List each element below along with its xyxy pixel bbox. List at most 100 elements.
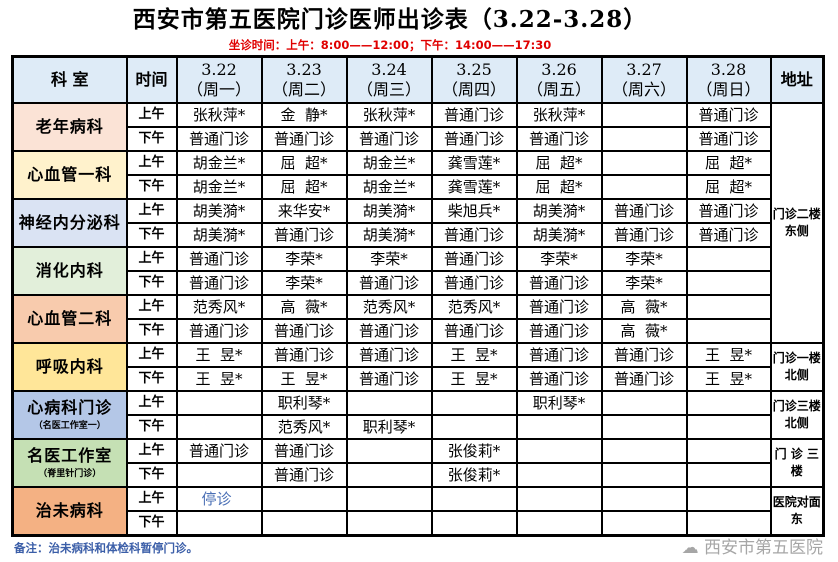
- time-slot: 上午: [125, 342, 178, 368]
- table-row: 下午 普通门诊 李荣* 普通门诊 普通门诊 普通门诊 李荣*: [13, 270, 824, 296]
- department-name: 神经内分泌科: [18, 213, 121, 232]
- doctor-cell: [345, 462, 433, 488]
- doctor-cell: 普通门诊: [260, 462, 348, 488]
- doctor-cell: 职利琴*: [515, 390, 603, 416]
- doctor-cell: 屈 超*: [685, 150, 772, 176]
- doctor-cell: [685, 462, 772, 488]
- table-row: 下午 普通门诊 普通门诊 普通门诊 普通门诊 普通门诊高 薇*: [13, 318, 824, 344]
- doctor-cell: 普通门诊: [345, 318, 433, 344]
- doctor-cell: [685, 294, 772, 320]
- table-row: 心血管二科 上午 范秀风* 高 薇* 范秀风* 范秀风* 普通门诊高 薇*: [11, 294, 824, 344]
- day-weekday: （周日）: [696, 80, 761, 99]
- header-day: 3.26 （周五）: [515, 55, 603, 104]
- address-cell: 门诊二楼东侧: [769, 102, 825, 344]
- day-date: 3.25: [456, 60, 492, 79]
- table-row: 下午王 昱* 王 昱* 普通门诊王 昱* 普通门诊 普通门诊王 昱*: [13, 366, 824, 392]
- table-row: 下午 范秀风* 职利琴*: [13, 414, 824, 440]
- time-slot: 上午: [125, 246, 178, 272]
- doctor-cell: 柴旭兵*: [430, 198, 518, 224]
- doctor-cell: 胡美漪*: [175, 222, 263, 248]
- table-row: 心血管一科 上午 胡金兰* 屈 超* 胡金兰* 龚雪莲* 屈 超* 屈 超*: [11, 150, 824, 200]
- department-cell: 心病科门诊 （名医工作室一）: [11, 390, 128, 440]
- department-subname: （名医工作室一）: [33, 421, 106, 431]
- header-address: 地址: [769, 55, 825, 104]
- doctor-cell: [515, 486, 603, 512]
- address-cell: 门诊三楼北侧: [769, 390, 825, 440]
- doctor-cell: 龚雪莲*: [430, 174, 518, 200]
- doctor-cell: [515, 462, 603, 488]
- table-row: 下午: [13, 510, 824, 537]
- doctor-cell: [600, 174, 688, 200]
- doctor-cell: [515, 414, 603, 440]
- doctor-cell: 普通门诊: [345, 270, 433, 296]
- watermark: ☁ 西安市第五医院: [682, 538, 823, 558]
- header-day: 3.24 （周三）: [345, 55, 433, 104]
- day-weekday: （周三）: [356, 80, 421, 99]
- doctor-cell: 普通门诊: [430, 102, 518, 128]
- doctor-cell: [685, 246, 772, 272]
- doctor-cell: [175, 510, 263, 537]
- doctor-cell: [430, 390, 518, 416]
- clinic-hours: 坐诊时间：上午：8:00——12:00；下午：14:00——17:30: [228, 38, 552, 52]
- doctor-cell: [430, 510, 518, 537]
- day-weekday: （周二）: [271, 80, 336, 99]
- department-name: 治未病科: [35, 501, 104, 520]
- day-weekday: （周一）: [186, 80, 251, 99]
- department-name: 心血管二科: [27, 309, 113, 328]
- time-slot: 上午: [125, 390, 178, 416]
- doctor-cell: 张秋萍*: [175, 102, 263, 128]
- doctor-cell: [515, 510, 603, 537]
- address-cell: 门 诊 三 楼: [769, 438, 825, 488]
- doctor-cell: 普通门诊: [175, 438, 263, 464]
- doctor-cell: [600, 102, 688, 128]
- doctor-cell: 普通门诊: [430, 270, 518, 296]
- department-name: 心病科门诊: [27, 398, 113, 417]
- doctor-cell: [345, 486, 433, 512]
- department-name: 呼吸内科: [35, 357, 104, 376]
- doctor-cell: 王 昱*: [430, 342, 518, 368]
- time-slot: 上午: [125, 486, 178, 512]
- doctor-cell: 普通门诊: [515, 294, 603, 320]
- doctor-cell: 李荣*: [600, 246, 688, 272]
- doctor-cell: 张俊莉*: [430, 462, 518, 488]
- table-row: 下午 胡金兰* 屈 超* 胡金兰* 龚雪莲* 屈 超* 屈 超*: [13, 174, 824, 200]
- doctor-cell: 李荣*: [260, 246, 348, 272]
- doctor-cell: [260, 510, 348, 537]
- doctor-cell: 普通门诊: [600, 366, 688, 392]
- doctor-cell: 张秋萍*: [345, 102, 433, 128]
- time-slot: 下午: [125, 510, 178, 537]
- doctor-cell: 普通门诊: [175, 270, 263, 296]
- doctor-cell: [600, 150, 688, 176]
- doctor-cell: 李荣*: [600, 270, 688, 296]
- doctor-cell: 高 薇*: [600, 318, 688, 344]
- doctor-cell: 屈 超*: [515, 150, 603, 176]
- doctor-cell: [175, 462, 263, 488]
- time-slot: 上午: [125, 102, 178, 128]
- department-cell: 治未病科: [11, 486, 128, 537]
- doctor-cell: 普通门诊: [260, 342, 348, 368]
- doctor-cell: 普通门诊: [515, 318, 603, 344]
- doctor-cell: 李荣*: [515, 246, 603, 272]
- doctor-cell: 龚雪莲*: [430, 150, 518, 176]
- day-date: 3.26: [541, 60, 577, 79]
- department-cell: 老年病科: [11, 102, 128, 152]
- doctor-cell: 王 昱*: [430, 366, 518, 392]
- doctor-cell: 胡金兰*: [345, 174, 433, 200]
- doctor-cell: 普通门诊: [515, 270, 603, 296]
- doctor-cell: 屈 超*: [685, 174, 772, 200]
- schedule-table: 科 室 时间 3.22 （周一） 3.23 （周二） 3.24 （周三） 3.25 （周四） 3…: [11, 55, 825, 537]
- doctor-cell: 普通门诊: [685, 198, 772, 224]
- doctor-cell: 胡金兰*: [175, 150, 263, 176]
- doctor-cell: 高 薇*: [600, 294, 688, 320]
- time-slot: 上午: [125, 198, 178, 224]
- address-cell: 门诊一楼北侧: [769, 342, 825, 392]
- doctor-cell: 停诊: [175, 486, 263, 512]
- doctor-cell: 普通门诊: [685, 102, 772, 128]
- day-weekday: （周六）: [611, 80, 676, 99]
- department-name: 心血管一科: [27, 165, 113, 184]
- doctor-cell: 普通门诊: [175, 318, 263, 344]
- doctor-cell: 普通门诊: [685, 126, 772, 152]
- doctor-cell: 胡美漪*: [345, 222, 433, 248]
- doctor-cell: 胡美漪*: [345, 198, 433, 224]
- department-cell: 名医工作室 （脊里针门诊）: [11, 438, 128, 488]
